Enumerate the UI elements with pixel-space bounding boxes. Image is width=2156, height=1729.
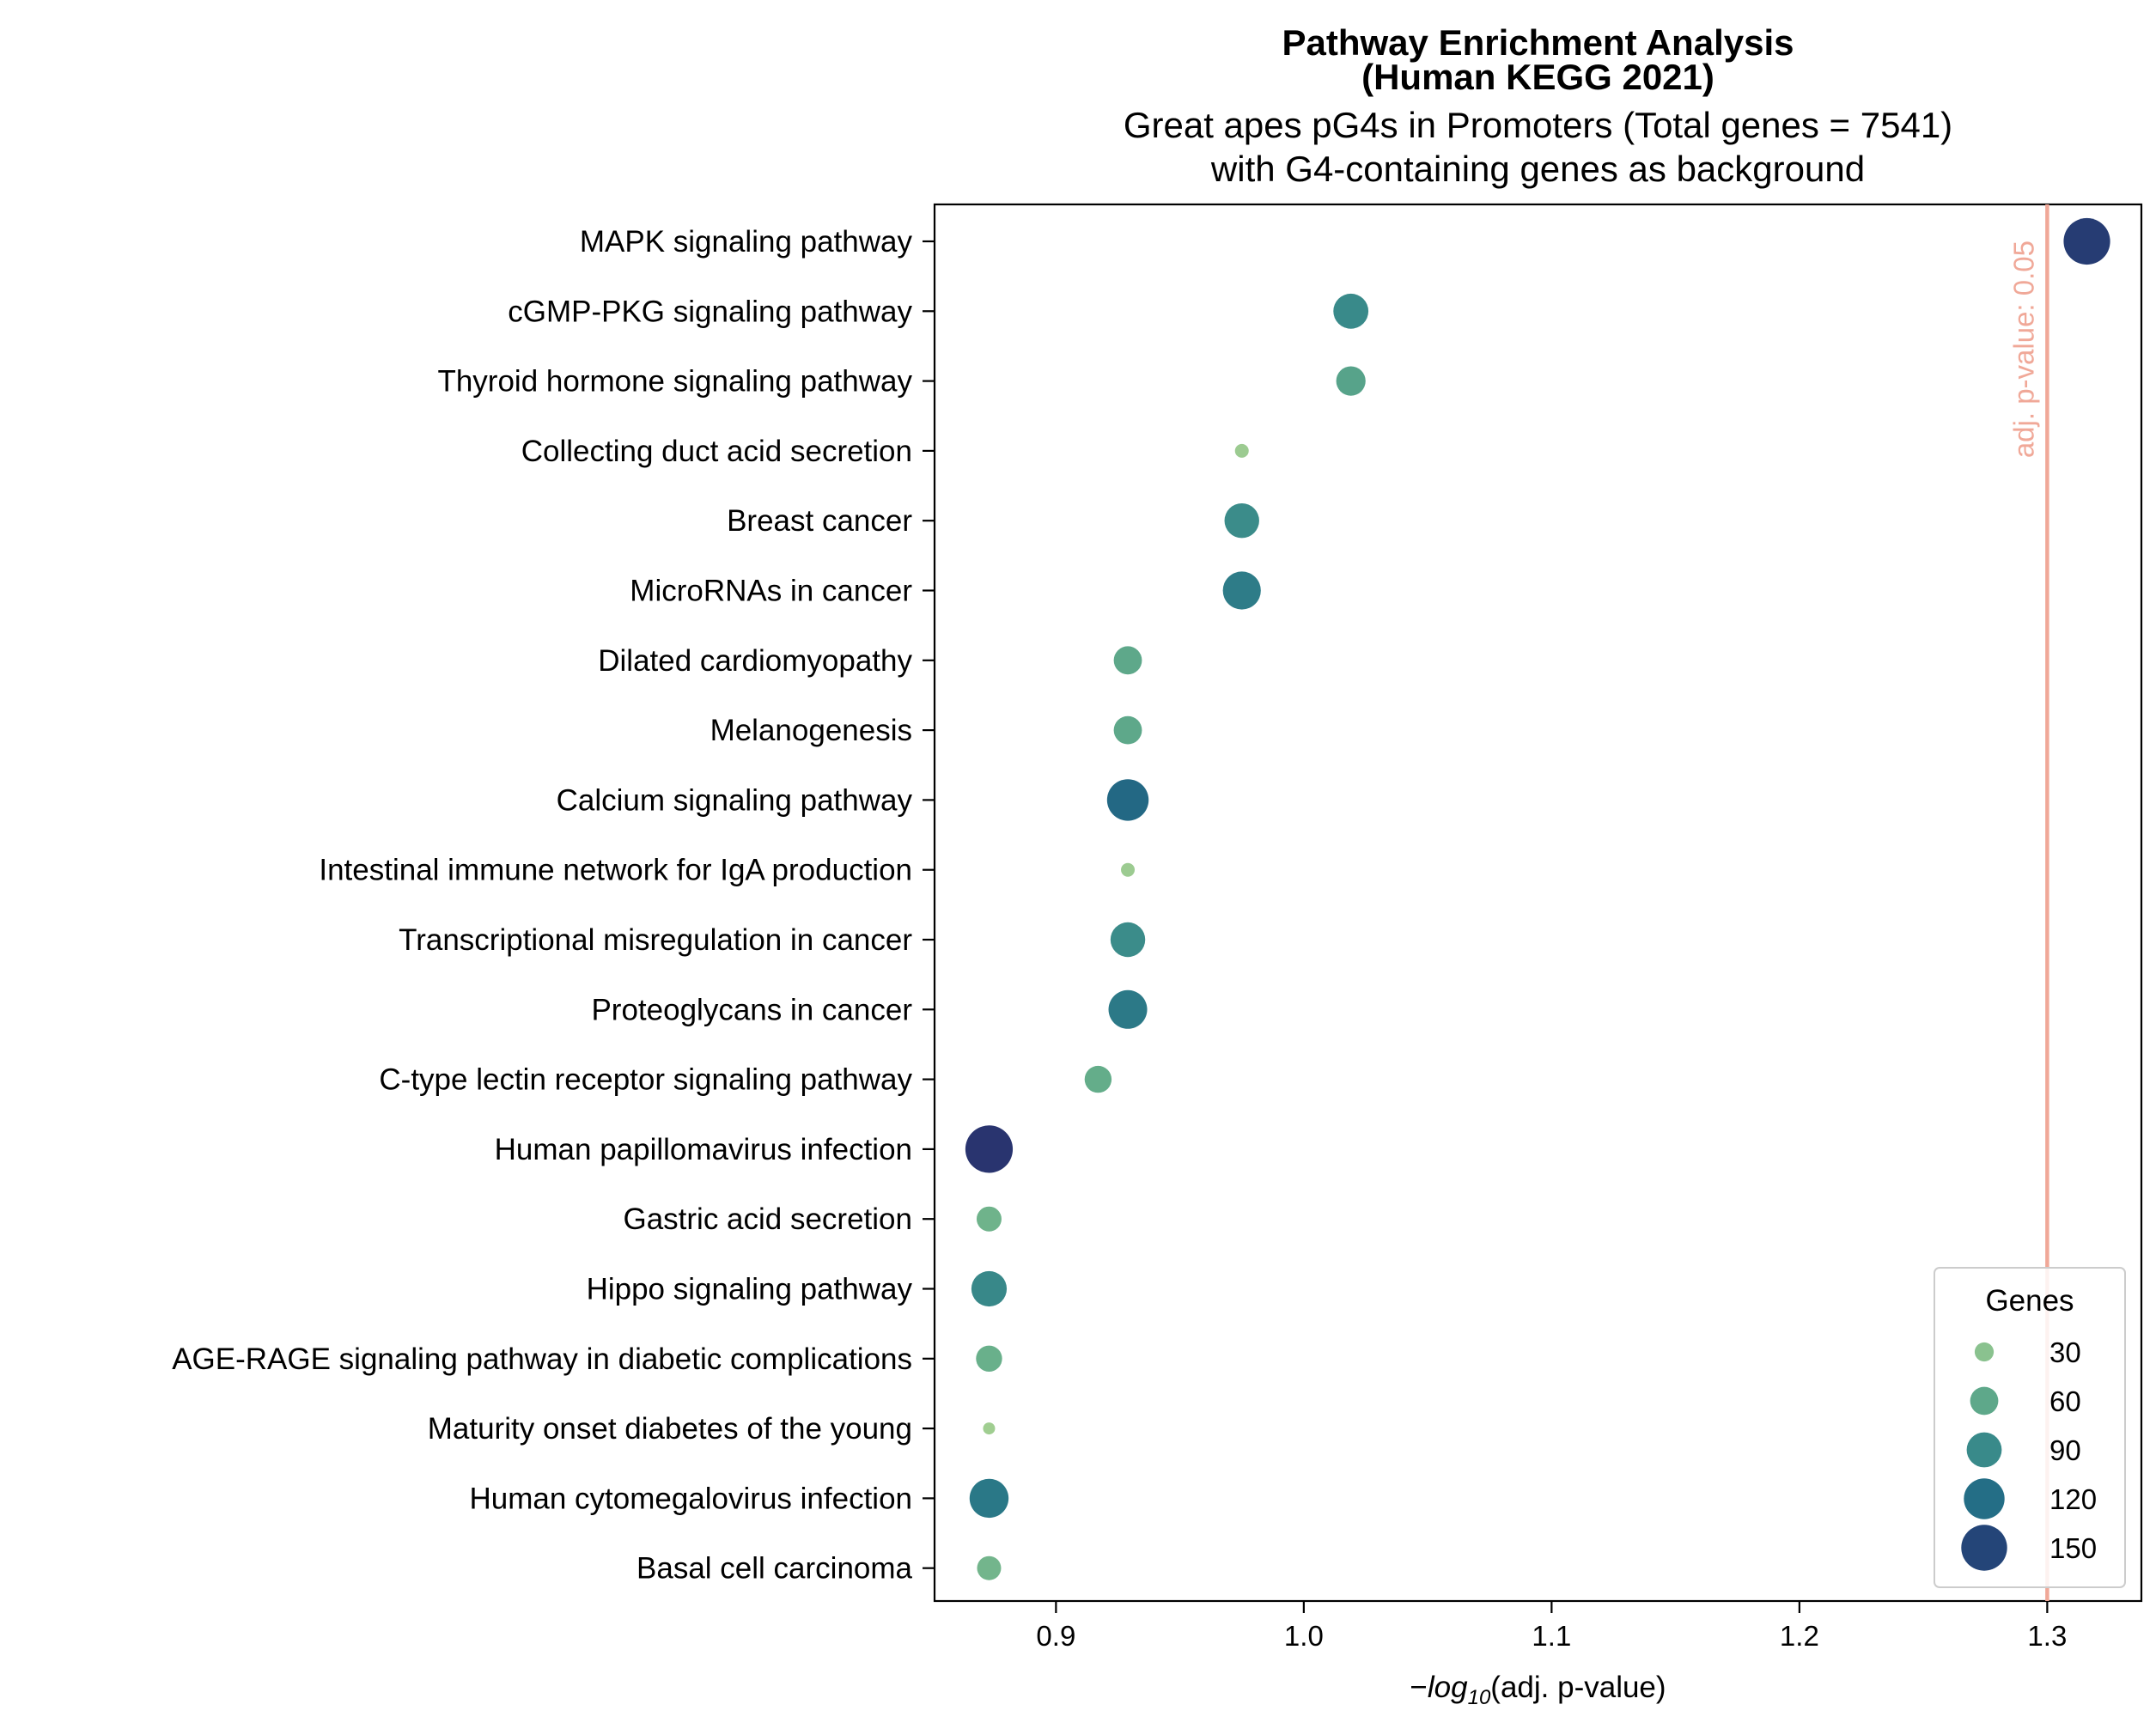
x-tick-label: 1.1 (1532, 1620, 1571, 1652)
x-tick-label: 1.0 (1284, 1620, 1324, 1652)
y-tick-label: MAPK signaling pathway (580, 225, 913, 259)
data-point (976, 1345, 1002, 1373)
legend-label: 60 (2049, 1385, 2081, 1417)
y-tick-label: Calcium signaling pathway (557, 783, 913, 817)
legend-label: 30 (2049, 1336, 2081, 1368)
data-point (976, 1206, 1002, 1232)
y-tick-label: MicroRNAs in cancer (630, 575, 912, 608)
x-axis-ticks: 0.9 1.0 1.1 1.2 1.3 (1036, 1601, 2067, 1652)
legend-label: 150 (2049, 1532, 2097, 1564)
x-tick-label: 1.2 (1780, 1620, 1819, 1652)
data-point (1106, 779, 1149, 821)
chart-titles: Pathway Enrichment Analysis(Human KEGG 2… (1124, 22, 1952, 189)
data-point (1121, 862, 1136, 877)
legend-marker (1964, 1478, 2005, 1519)
data-point (1333, 293, 1369, 329)
y-tick-label: Human papillomavirus infection (495, 1133, 912, 1166)
legend-marker (1970, 1386, 1999, 1415)
data-point (971, 1270, 1008, 1307)
y-tick-label: Hippo signaling pathway (587, 1273, 913, 1306)
y-tick-label: Human cytomegalovirus infection (469, 1482, 912, 1515)
y-tick-label: Collecting duct acid secretion (521, 435, 912, 468)
y-tick-label: Breast cancer (727, 504, 912, 538)
data-point (977, 1555, 1002, 1580)
y-tick-label: Intestinal immune network for IgA produc… (319, 854, 912, 887)
data-points (965, 217, 2110, 1580)
y-tick-label: cGMP-PKG signaling pathway (508, 295, 912, 328)
legend-items: 30 60 90 120 150 (1961, 1336, 2097, 1571)
y-tick-label: Transcriptional misregulation in cancer (399, 923, 912, 957)
y-tick-label: Basal cell carcinoma (636, 1552, 912, 1586)
y-tick-label: Maturity onset diabetes of the young (428, 1412, 912, 1446)
y-tick-label: Gastric acid secretion (623, 1202, 912, 1236)
threshold-label: adj. p-value: 0.05 (2007, 240, 2039, 458)
x-axis-label: −log10(adj. p-value) (1410, 1671, 1666, 1709)
y-tick-label: Melanogenesis (710, 714, 912, 747)
data-point (1110, 922, 1146, 958)
data-point (1234, 443, 1249, 458)
y-tick-label: Thyroid hormone signaling pathway (437, 365, 912, 399)
x-tick-label: 1.3 (2027, 1620, 2067, 1652)
data-point (1084, 1065, 1112, 1093)
size-legend: Genes 30 60 90 120 150 (1934, 1267, 2126, 1588)
data-point (1222, 571, 1261, 610)
plot-area (933, 203, 2143, 1603)
legend-marker (1966, 1432, 2002, 1468)
y-axis-ticks: MAPK signaling pathway cGMP-PKG signaling… (172, 225, 935, 1586)
data-point (1113, 715, 1142, 745)
x-tick-label: 0.9 (1036, 1620, 1075, 1652)
legend-marker (1974, 1342, 1995, 1362)
chart-subtitle-line: Great apes pG4s in Promoters (Total gene… (1124, 105, 1952, 145)
chart-subtitle-line: with G4-containing genes as background (1210, 149, 1865, 189)
chart-title-line: Pathway Enrichment Analysis (1282, 22, 1794, 63)
data-point (983, 1422, 996, 1435)
x-axis-label-prefix: − (1410, 1671, 1427, 1704)
x-axis-label-subscript: 10 (1468, 1686, 1491, 1709)
data-point (1224, 503, 1259, 539)
legend-marker (1961, 1525, 2007, 1571)
data-point (1113, 646, 1142, 675)
y-tick-label: C-type lectin receptor signaling pathway (379, 1063, 912, 1097)
data-point (969, 1478, 1009, 1519)
data-point (1108, 989, 1148, 1029)
legend-label: 120 (2049, 1483, 2097, 1515)
y-tick-label: AGE-RAGE signaling pathway in diabetic c… (172, 1342, 912, 1376)
legend-label: 90 (2049, 1434, 2081, 1466)
data-point (1336, 366, 1366, 396)
x-axis-label-log: log (1428, 1671, 1468, 1704)
data-point (2063, 217, 2110, 265)
x-axis-label-suffix: (adj. p-value) (1490, 1671, 1666, 1704)
data-point (965, 1125, 1014, 1173)
chart-title-line: (Human KEGG 2021) (1361, 57, 1714, 97)
legend-title: Genes (1985, 1284, 2074, 1318)
y-tick-label: Proteoglycans in cancer (591, 993, 912, 1026)
y-tick-label: Dilated cardiomyopathy (598, 644, 912, 678)
